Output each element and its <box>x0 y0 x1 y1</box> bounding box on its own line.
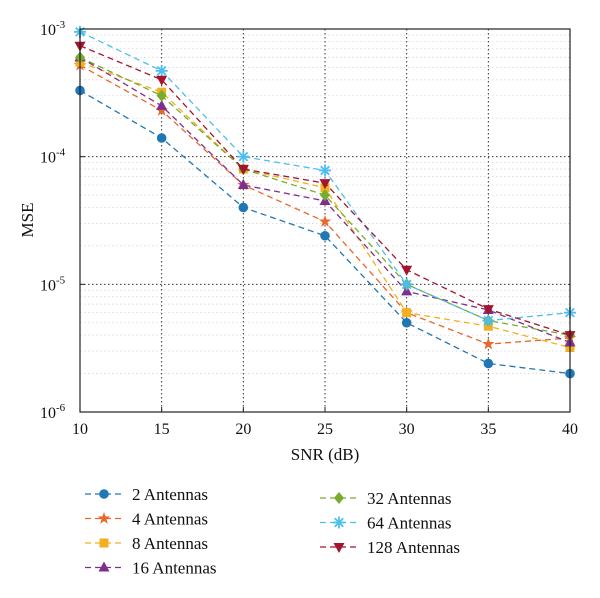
data-point <box>318 215 332 227</box>
data-point <box>319 179 331 190</box>
legend-label: 2 Antennas <box>132 485 208 504</box>
series-2-antennas <box>75 85 575 379</box>
data-point <box>319 164 331 177</box>
y-tick-label: 10-6 <box>40 402 66 422</box>
data-point <box>156 133 167 143</box>
data-point <box>237 150 250 163</box>
data-point <box>482 305 494 316</box>
legend-item: 16 Antennas <box>85 559 217 578</box>
data-point <box>400 278 413 291</box>
x-tick-label: 30 <box>399 421 415 438</box>
series-layer <box>73 25 577 379</box>
x-tick-label: 10 <box>72 421 88 438</box>
x-tick-label: 40 <box>562 421 578 438</box>
legend-label: 8 Antennas <box>132 534 208 553</box>
x-axis-label: SNR (dB) <box>291 445 359 464</box>
legend-label: 64 Antennas <box>367 514 452 533</box>
series-128-antennas <box>74 41 576 342</box>
x-tick-label: 25 <box>317 421 333 438</box>
data-point <box>401 285 413 296</box>
x-tick-label: 35 <box>480 421 496 438</box>
legend-item: 32 Antennas <box>320 489 452 508</box>
x-tick-label: 15 <box>154 421 170 438</box>
data-point <box>155 103 168 116</box>
data-point <box>320 189 330 202</box>
data-point <box>320 230 330 241</box>
legend-label: 128 Antennas <box>367 538 460 557</box>
data-point <box>401 317 412 328</box>
y-tick-label: 10-5 <box>40 274 66 294</box>
legend-marker <box>333 516 345 529</box>
data-point <box>155 64 168 77</box>
data-point <box>482 314 495 327</box>
legend-item: 2 Antennas <box>85 485 208 504</box>
data-point <box>483 358 494 369</box>
data-point <box>156 99 168 110</box>
data-point <box>482 337 495 350</box>
grid-lines <box>80 29 570 412</box>
data-point <box>156 89 167 102</box>
legend-item: 8 Antennas <box>85 534 208 553</box>
legend-marker <box>334 492 344 504</box>
y-axis-label: MSE <box>18 203 37 238</box>
data-point <box>237 165 249 176</box>
legend: 2 Antennas 4 Antennas 8 Antennas 16 Antenna… <box>85 485 460 578</box>
x-tick-label: 20 <box>235 421 251 438</box>
data-point <box>237 178 249 189</box>
data-point <box>238 202 249 213</box>
legend-label: 16 Antennas <box>132 559 217 578</box>
legend-marker <box>333 543 345 553</box>
legend-item: 4 Antennas <box>85 510 208 529</box>
legend-marker <box>99 538 109 548</box>
legend-marker <box>98 561 110 572</box>
legend-label: 32 Antennas <box>367 489 452 508</box>
data-point <box>402 308 412 318</box>
data-point <box>156 75 168 86</box>
y-tick-label: 10-4 <box>40 147 66 167</box>
legend-marker <box>97 512 111 524</box>
legend-item: 64 Antennas <box>320 514 452 533</box>
legend-marker <box>99 489 109 499</box>
data-point <box>401 265 413 276</box>
tick-labels: 10 15 20 25 30 35 40 10-6 10-5 10-4 10-3 <box>40 19 578 438</box>
y-tick-label: 10-3 <box>40 19 66 39</box>
legend-item: 128 Antennas <box>320 538 460 557</box>
legend-label: 4 Antennas <box>132 510 208 529</box>
